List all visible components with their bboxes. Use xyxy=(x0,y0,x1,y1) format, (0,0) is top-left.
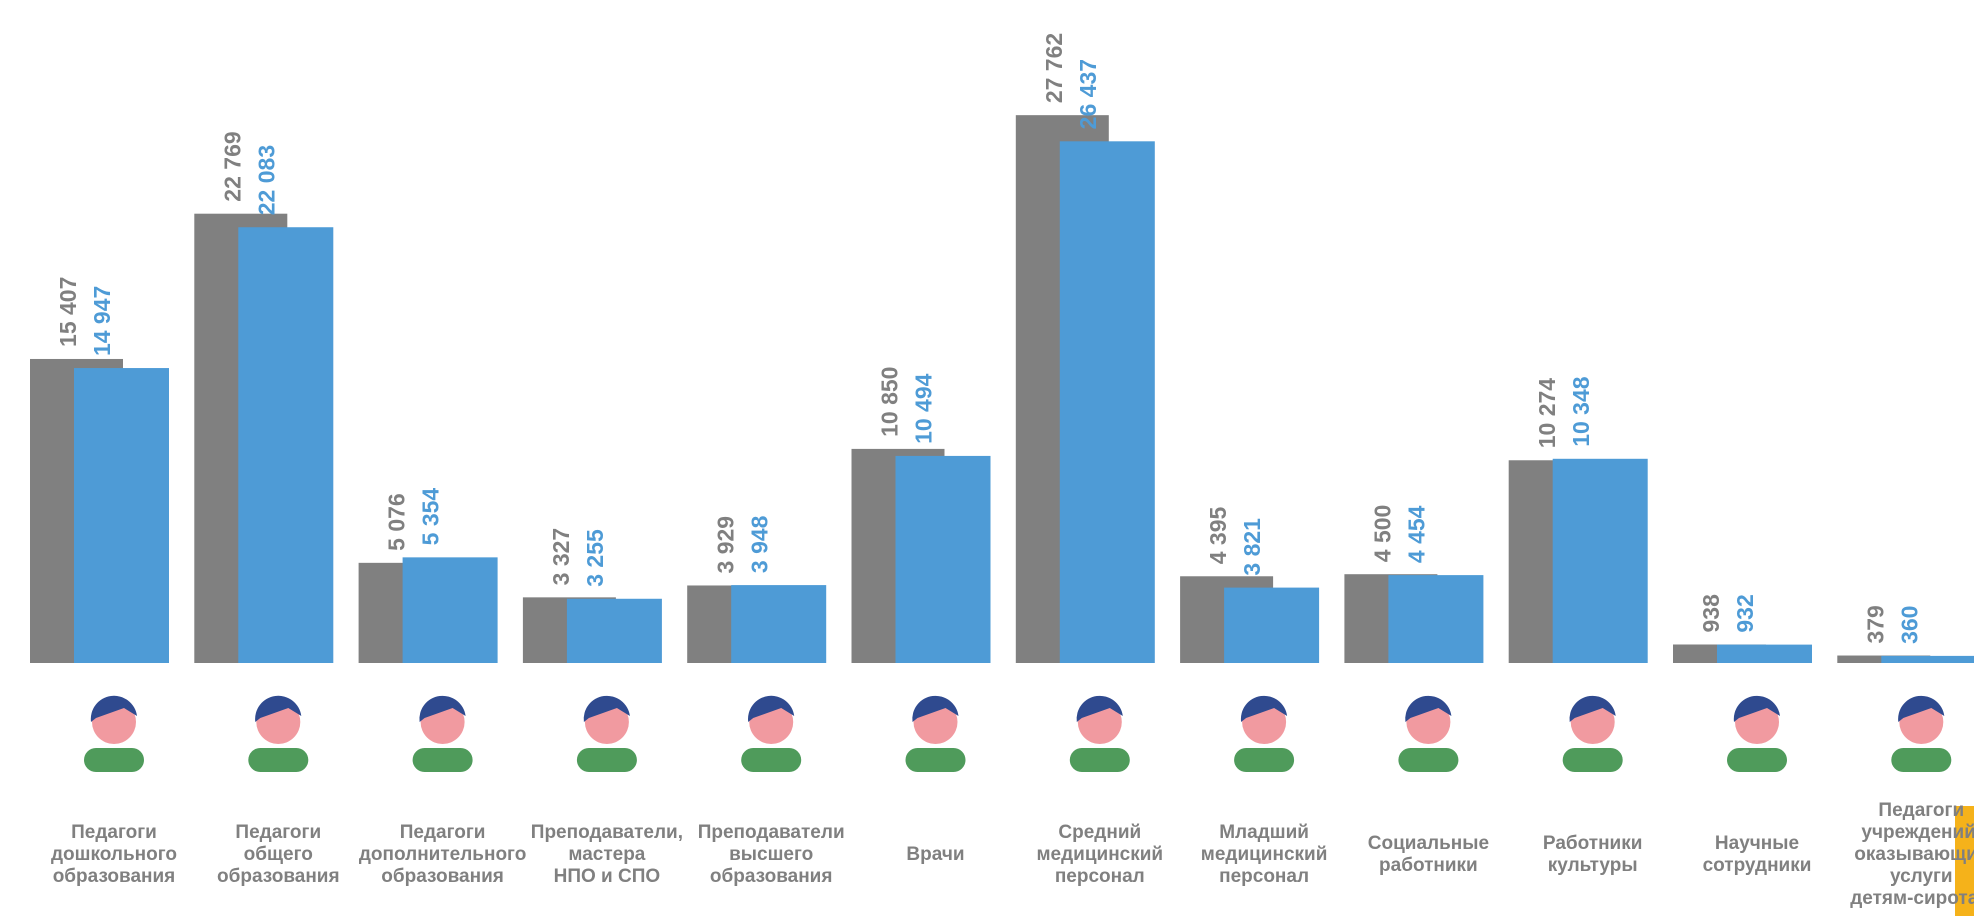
bar xyxy=(402,557,498,663)
icon-body xyxy=(1891,748,1952,772)
person-icon xyxy=(1727,695,1787,772)
icon-hair xyxy=(1898,695,1945,722)
value-label: 938 xyxy=(1698,594,1724,633)
person-icon xyxy=(1069,695,1130,772)
value-label: 379 xyxy=(1862,605,1888,643)
category-label: Врачи xyxy=(906,844,965,865)
value-label: 5 354 xyxy=(418,488,444,546)
value-label: 360 xyxy=(1896,606,1922,644)
icon-body xyxy=(905,748,966,772)
icon-body xyxy=(576,748,637,772)
value-label: 3 929 xyxy=(712,516,738,574)
value-label: 3 821 xyxy=(1239,518,1265,576)
category-label: Работники культуры xyxy=(1542,833,1643,876)
icon-hair xyxy=(255,695,302,722)
person-icon xyxy=(741,695,802,772)
icon-body xyxy=(84,748,144,772)
icon-body xyxy=(1234,748,1295,772)
value-label: 22 083 xyxy=(253,145,279,215)
value-label: 22 769 xyxy=(219,131,245,201)
value-label: 10 274 xyxy=(1534,378,1560,449)
value-label: 15 407 xyxy=(55,277,81,347)
value-label: 3 327 xyxy=(548,528,574,586)
icon-hair xyxy=(583,695,630,722)
person-icon xyxy=(905,695,966,772)
bar xyxy=(1717,644,1812,663)
icon-hair xyxy=(748,695,795,722)
bar xyxy=(566,598,662,663)
category-label: Преподаватели высшего образования xyxy=(697,822,845,887)
bar xyxy=(1059,141,1155,663)
value-label: 4 454 xyxy=(1403,505,1429,563)
bar xyxy=(731,585,827,663)
icon-hair xyxy=(419,695,466,722)
icon-hair xyxy=(1733,695,1780,722)
icon-hair xyxy=(1240,695,1288,722)
category-label: Педагоги общего образования xyxy=(217,822,340,887)
category-label: Педагоги учреждений, оказывающих услуги … xyxy=(1850,800,1974,909)
bar xyxy=(74,368,169,663)
person-icon xyxy=(1891,695,1952,772)
icon-body xyxy=(1727,748,1787,772)
value-label: 5 076 xyxy=(384,493,410,551)
value-label: 14 947 xyxy=(89,286,115,356)
icon-body xyxy=(1398,748,1459,772)
bar xyxy=(1224,587,1320,663)
icon-body xyxy=(1562,748,1623,772)
bar xyxy=(1388,575,1484,663)
value-label: 932 xyxy=(1732,594,1758,632)
value-label: 10 348 xyxy=(1568,376,1594,447)
person-icon xyxy=(84,695,144,772)
icon-hair xyxy=(90,695,137,722)
value-label: 27 762 xyxy=(1041,33,1067,103)
icon-body xyxy=(248,748,309,772)
category-label: Преподаватели, мастера НПО и СПО xyxy=(530,822,683,887)
icon-hair xyxy=(1076,695,1123,722)
value-label: 3 948 xyxy=(746,515,772,573)
category-label: Средний медицинский персонал xyxy=(1036,822,1164,887)
category-label: Научные сотрудники xyxy=(1702,833,1812,876)
bar xyxy=(1552,458,1648,663)
bar xyxy=(895,455,991,663)
value-label: 26 437 xyxy=(1075,59,1101,129)
person-icon xyxy=(1562,695,1623,772)
person-icon xyxy=(576,695,637,772)
category-label: Младший медицинский персонал xyxy=(1200,822,1328,887)
person-icon xyxy=(248,695,309,772)
accent-bar xyxy=(1955,806,1974,916)
icon-hair xyxy=(1569,695,1616,722)
bar xyxy=(238,227,334,663)
category-label: Педагоги дополнительного образования xyxy=(358,822,527,887)
icon-body xyxy=(1069,748,1130,772)
person-icon xyxy=(1398,695,1459,772)
category-label: Социальные работники xyxy=(1367,833,1490,876)
value-label: 3 255 xyxy=(582,529,608,587)
value-label: 10 494 xyxy=(911,373,937,444)
value-label: 10 850 xyxy=(877,367,903,437)
person-icon xyxy=(412,695,473,772)
icon-hair xyxy=(1405,695,1452,722)
icon-body xyxy=(412,748,473,772)
value-label: 4 395 xyxy=(1205,507,1231,565)
person-icon xyxy=(1234,695,1295,772)
value-label: 4 500 xyxy=(1369,505,1395,563)
icon-hair xyxy=(912,695,959,722)
icon-body xyxy=(741,748,802,772)
bar xyxy=(1881,655,1974,663)
category-label: Педагоги дошкольного образования xyxy=(51,822,177,887)
